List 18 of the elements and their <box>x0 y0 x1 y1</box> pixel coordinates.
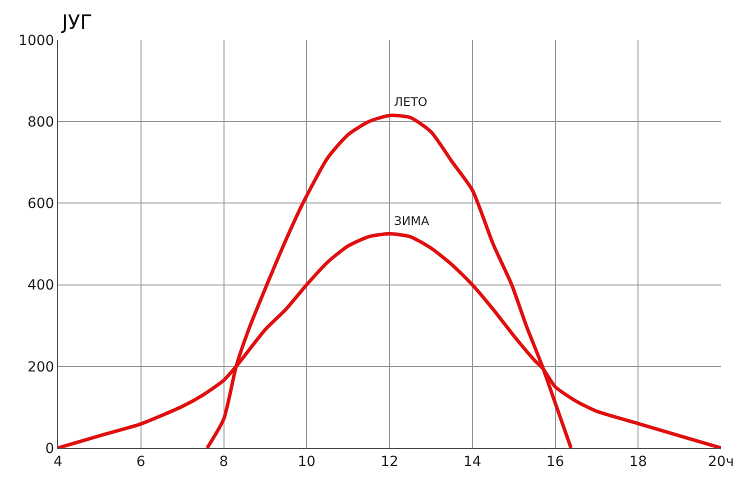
series-label: ЛЕТО <box>394 95 428 109</box>
x-tick-label: 16 <box>546 454 564 470</box>
x-tick-label: 14 <box>463 454 482 470</box>
x-tick-label: 20ч <box>708 454 734 470</box>
y-tick-label: 0 <box>45 440 54 457</box>
x-tick-label: 10 <box>298 454 316 470</box>
y-tick-label: 600 <box>27 196 54 212</box>
y-axis-title: ЈУГ <box>60 10 92 34</box>
x-tick-label: 12 <box>380 454 398 470</box>
x-tick-label: 18 <box>629 454 648 470</box>
series-label: ЗИМА <box>394 214 430 228</box>
x-tick-label: 8 <box>219 454 228 470</box>
y-tick-label: 200 <box>27 359 54 376</box>
y-tick-label: 1000 <box>18 32 54 49</box>
y-tick-label: 400 <box>27 278 54 294</box>
y-tick-label: 800 <box>27 114 54 130</box>
x-tick-label: 4 <box>54 454 63 470</box>
x-tick-label: 6 <box>136 454 146 470</box>
